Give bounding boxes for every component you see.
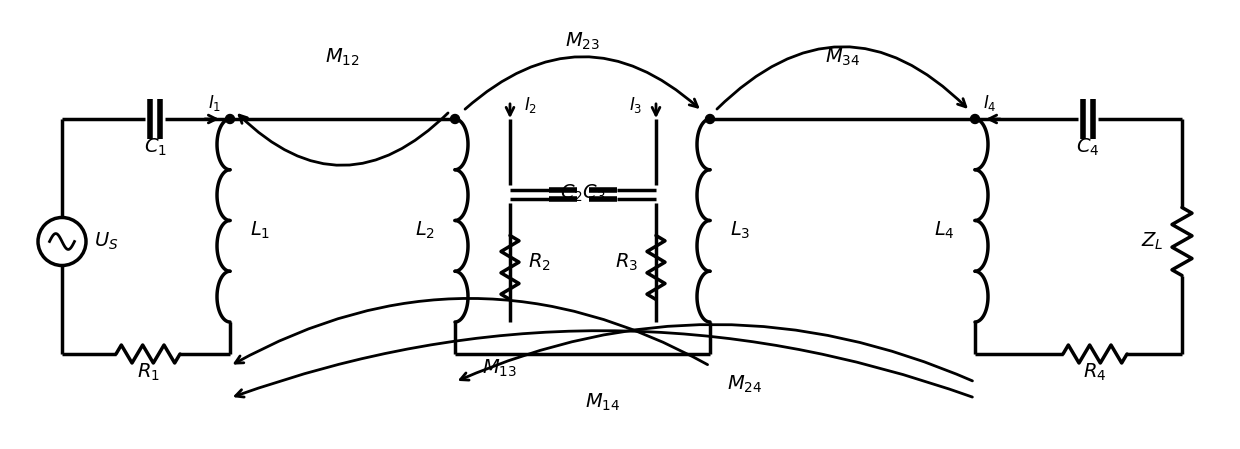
- Text: $M_{23}$: $M_{23}$: [565, 31, 600, 52]
- Text: $C_4$: $C_4$: [1076, 136, 1100, 158]
- Text: $M_{24}$: $M_{24}$: [728, 374, 763, 395]
- Text: $I_1$: $I_1$: [208, 93, 222, 113]
- Text: $L_1$: $L_1$: [250, 220, 270, 241]
- Text: $C_2C_3$: $C_2C_3$: [560, 182, 606, 204]
- Circle shape: [706, 114, 714, 123]
- Text: $L_3$: $L_3$: [730, 220, 750, 241]
- Text: $C_1$: $C_1$: [144, 136, 166, 158]
- Circle shape: [971, 114, 980, 123]
- Text: $R_4$: $R_4$: [1084, 361, 1106, 383]
- Text: $M_{12}$: $M_{12}$: [325, 46, 360, 68]
- Text: $M_{13}$: $M_{13}$: [482, 357, 517, 379]
- Text: $U_S$: $U_S$: [94, 231, 119, 252]
- Circle shape: [450, 114, 460, 123]
- Text: $L_2$: $L_2$: [415, 220, 435, 241]
- Text: $M_{14}$: $M_{14}$: [585, 392, 620, 413]
- Text: $R_2$: $R_2$: [528, 252, 551, 273]
- Text: $R_1$: $R_1$: [136, 361, 160, 383]
- Text: $L_4$: $L_4$: [934, 220, 955, 241]
- Text: $I_4$: $I_4$: [983, 93, 997, 113]
- Text: $I_2$: $I_2$: [525, 95, 537, 115]
- Text: $M_{34}$: $M_{34}$: [825, 46, 861, 68]
- Text: $Z_L$: $Z_L$: [1142, 231, 1164, 252]
- Text: $I_3$: $I_3$: [629, 95, 642, 115]
- Circle shape: [226, 114, 234, 123]
- Text: $R_3$: $R_3$: [615, 252, 639, 273]
